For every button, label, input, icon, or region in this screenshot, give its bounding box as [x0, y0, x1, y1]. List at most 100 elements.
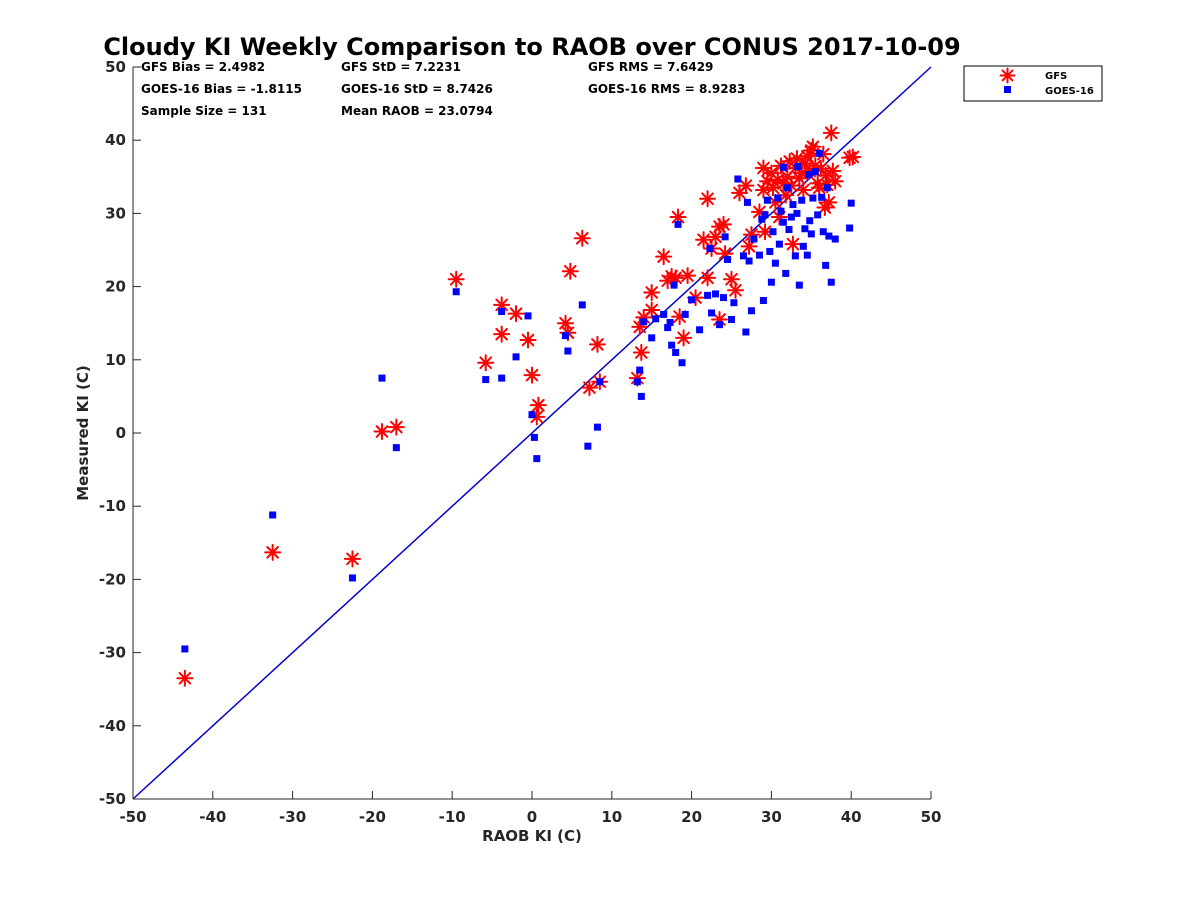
goes-point: [795, 281, 803, 289]
goes-point: [348, 574, 356, 582]
y-tick-label: -40: [99, 717, 126, 735]
gfs-point: [477, 354, 495, 372]
goes-point: [758, 215, 766, 223]
gfs-point: [762, 164, 780, 182]
goes-point: [774, 194, 782, 202]
goes-point: [696, 326, 704, 334]
legend-gfs-asterisk: [999, 67, 1016, 84]
goes-point: [678, 359, 686, 367]
goes-point: [787, 213, 795, 221]
legend: GFS GOES-16: [963, 65, 1103, 102]
x-tick-label: -40: [199, 808, 226, 826]
goes-point: [791, 252, 799, 260]
goes-point: [819, 228, 827, 236]
goes-point: [704, 291, 712, 299]
x-axis-label: RAOB KI (C): [482, 827, 582, 845]
goes-point: [721, 233, 729, 241]
goes-point: [750, 235, 758, 243]
goes-point: [761, 211, 769, 219]
gfs-point: [529, 396, 547, 414]
goes-point: [739, 252, 747, 260]
legend-gfs-label: GFS: [1045, 71, 1067, 82]
gfs-point: [643, 301, 661, 319]
gfs-point: [655, 248, 673, 266]
goes-point: [759, 297, 767, 305]
goes-point: [769, 228, 777, 236]
goes-point: [593, 423, 601, 431]
goes-point: [807, 230, 815, 238]
gfs-point: [740, 237, 758, 255]
x-tick-label: 20: [681, 808, 702, 826]
goes-point: [822, 261, 830, 269]
gfs-point: [699, 190, 717, 208]
legend-goes-marker: [1004, 86, 1011, 93]
gfs-point: [343, 550, 361, 568]
y-tick-label: 0: [116, 424, 126, 442]
x-tick-label: 40: [841, 808, 862, 826]
y-tick-label: -50: [99, 790, 126, 808]
goes-point: [814, 211, 822, 219]
gfs-point: [667, 269, 685, 287]
gfs-point: [784, 235, 802, 253]
gfs-point: [523, 366, 541, 384]
stat-gfs-std: GFS StD = 7.2231: [341, 60, 461, 74]
goes-point: [777, 207, 785, 215]
y-axis-label: Measured KI (C): [74, 365, 92, 501]
goes-point: [771, 259, 779, 267]
goes-point: [847, 199, 855, 207]
goes-point: [794, 163, 802, 171]
series-goes-16: [181, 149, 855, 653]
goes-point: [728, 316, 735, 324]
goes-point: [783, 184, 791, 192]
gfs-point: [493, 296, 511, 314]
y-tick-label: 50: [105, 58, 126, 76]
goes-point: [793, 209, 801, 217]
goes-point: [652, 315, 660, 323]
axes: -50 -40 -30 -20 -10 0 10 20 30 40 50 -50 -40 -30 -20 -1…: [99, 58, 942, 826]
goes-point: [712, 290, 720, 298]
goes-point: [452, 288, 460, 296]
stat-sample-size: Sample Size = 131: [141, 104, 267, 118]
legend-goes-label: GOES-16: [1045, 86, 1094, 97]
goes-point: [530, 433, 538, 441]
y-tick-label: -30: [99, 644, 126, 662]
y-tick-label: 10: [105, 351, 126, 369]
gfs-point: [493, 325, 511, 343]
goes-point: [498, 374, 506, 382]
goes-point: [755, 251, 763, 259]
y-tick-label: 20: [105, 278, 126, 296]
gfs-point: [822, 124, 840, 142]
chart-title: Cloudy KI Weekly Comparison to RAOB over…: [103, 33, 960, 61]
series-gfs: [176, 124, 862, 687]
goes-point: [811, 168, 819, 176]
goes-point: [596, 378, 604, 386]
gfs-point: [737, 177, 755, 195]
gfs-point: [557, 314, 575, 332]
gfs-point: [675, 329, 693, 347]
stat-goes-std: GOES-16 StD = 8.7426: [341, 82, 493, 96]
stat-gfs-bias: GFS Bias = 2.4982: [141, 60, 265, 74]
x-tick-label: -50: [119, 808, 146, 826]
goes-point: [789, 201, 797, 209]
goes-point: [827, 278, 835, 286]
goes-point: [708, 309, 716, 317]
gfs-point: [519, 331, 537, 349]
gfs-point: [679, 267, 697, 285]
goes-point: [681, 310, 689, 318]
goes-point: [528, 411, 536, 419]
stat-mean-raob: Mean RAOB = 23.0794: [341, 104, 493, 118]
plot-area: [132, 66, 932, 800]
gfs-point: [588, 335, 606, 353]
x-tick-label: 30: [761, 808, 782, 826]
goes-point: [825, 232, 833, 240]
goes-point: [674, 220, 682, 228]
gfs-point: [573, 229, 591, 247]
goes-point: [562, 332, 570, 340]
goes-point: [742, 328, 750, 336]
gfs-point: [643, 283, 661, 301]
stat-gfs-rms: GFS RMS = 7.6429: [588, 60, 713, 74]
goes-point: [747, 307, 755, 315]
goes-point: [779, 218, 787, 226]
goes-point: [745, 257, 753, 265]
y-tick-label: -10: [99, 497, 126, 515]
